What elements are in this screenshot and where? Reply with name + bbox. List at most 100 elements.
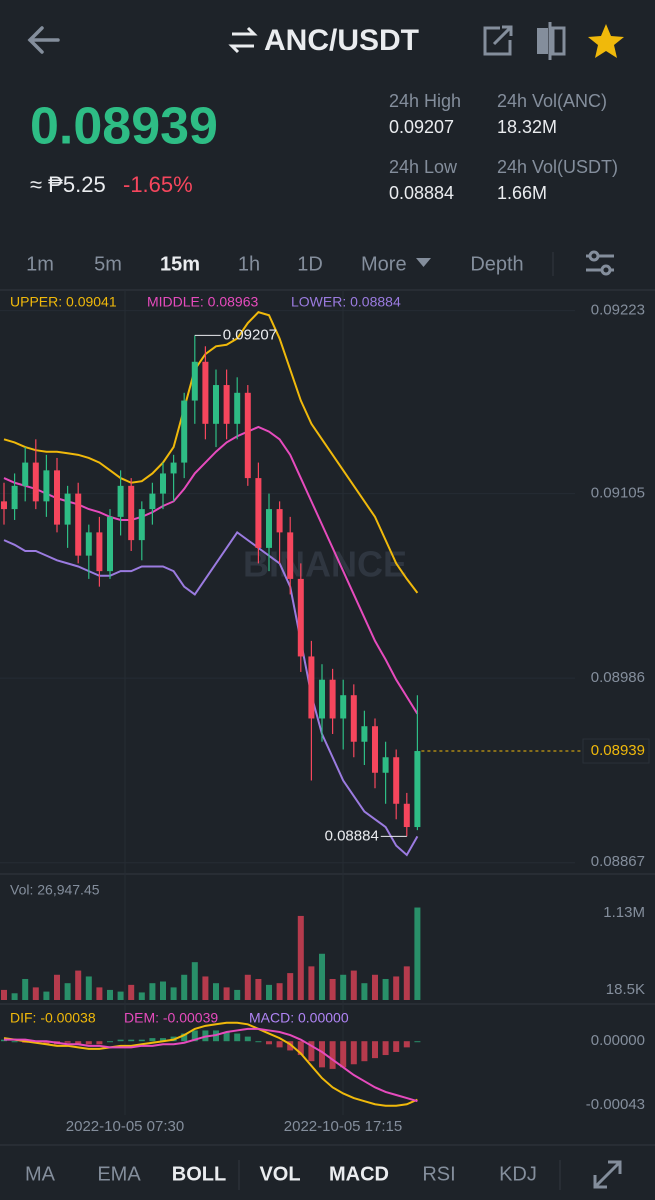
settings-icon	[588, 250, 600, 262]
chart-settings[interactable]	[586, 250, 614, 276]
interval-tab[interactable]: 1h	[238, 253, 260, 275]
candle-body	[11, 485, 18, 510]
macd-bar	[308, 1041, 315, 1062]
candle-body	[170, 462, 177, 474]
macd-bar	[340, 1041, 347, 1068]
volume-bar	[160, 981, 166, 1000]
candle-body	[107, 516, 113, 572]
candle-body	[181, 400, 188, 463]
macd-bar	[329, 1041, 336, 1069]
high-label: 0.09207	[223, 326, 277, 343]
candle-body	[350, 695, 357, 742]
low-label: 0.08884	[325, 827, 379, 844]
macd-bar	[393, 1041, 400, 1052]
candle-body	[202, 361, 209, 424]
candle-body	[234, 392, 241, 424]
macd-bar	[361, 1041, 368, 1062]
interval-tab[interactable]: 5m	[94, 253, 122, 275]
time-label: 2022-10-05 07:30	[66, 1118, 184, 1135]
volume-bar	[414, 907, 421, 1000]
macd-bar	[287, 1041, 294, 1051]
macd-bar	[414, 1041, 421, 1043]
macd-bar	[255, 1041, 262, 1043]
macd-bar	[75, 1041, 82, 1045]
interval-tab[interactable]: 1D	[297, 253, 323, 275]
depth-tab[interactable]: Depth	[470, 253, 523, 275]
indicator-tab-active[interactable]: MACD	[329, 1163, 389, 1185]
volume-bar	[393, 976, 400, 1000]
candle-body	[329, 679, 336, 719]
time-label: 2022-10-05 17:15	[284, 1118, 402, 1135]
candle-body	[276, 509, 283, 533]
volume-bar	[340, 974, 347, 1000]
candle-body	[403, 803, 410, 828]
volume-bar	[361, 983, 368, 1000]
volume-bar	[191, 962, 198, 1000]
watermark: BINANCE	[243, 544, 407, 585]
candle-body	[85, 532, 92, 556]
volume-bar	[276, 983, 283, 1000]
macd-bar	[64, 1041, 71, 1043]
macd-bar	[372, 1041, 378, 1059]
macd-bar	[160, 1038, 166, 1042]
indicator-tab[interactable]: KDJ	[499, 1163, 537, 1185]
volume-bar	[96, 987, 103, 1000]
volume-bar	[22, 978, 29, 1000]
candle-body	[22, 462, 29, 486]
candle-body	[43, 470, 50, 502]
candle-body	[255, 478, 262, 548]
share-button[interactable]	[483, 25, 513, 56]
candle-body	[191, 361, 198, 401]
volume-bar	[319, 953, 325, 1000]
indicator-tab-active[interactable]: VOL	[259, 1163, 300, 1185]
layout-icon	[537, 28, 548, 54]
volume-bar	[1, 989, 7, 1000]
pair-title[interactable]: ANC/USDT	[264, 24, 419, 57]
settings-icon	[600, 264, 612, 276]
indicator-tab-active[interactable]: BOLL	[172, 1163, 226, 1185]
candle-body	[213, 385, 219, 424]
candle-body	[308, 656, 315, 719]
indicator-tab[interactable]: MA	[25, 1163, 56, 1185]
macd-bar	[297, 1041, 304, 1056]
y-tick-label: 0.08986	[591, 669, 645, 686]
candle-body	[372, 726, 378, 773]
layout-button[interactable]	[537, 22, 566, 60]
indicator-tab[interactable]: RSI	[422, 1163, 455, 1185]
legend-readout: UPPER: 0.09041	[10, 294, 117, 310]
y-tick-label: 18.5K	[606, 981, 645, 998]
last-price-box	[582, 738, 650, 764]
indicator-tab[interactable]: EMA	[97, 1163, 141, 1185]
macd-bar	[234, 1033, 241, 1042]
candle-body	[393, 757, 400, 804]
more-tab[interactable]: More	[361, 253, 407, 275]
interval-tab-active[interactable]: 15m	[160, 253, 200, 275]
macd-bar	[319, 1041, 325, 1068]
macd-bar	[96, 1041, 103, 1045]
volume-bar	[382, 978, 389, 1000]
macd-bar	[107, 1041, 113, 1043]
macd-bar	[181, 1033, 188, 1042]
volume-bar	[85, 976, 92, 1000]
candle-body	[149, 493, 156, 510]
macd-bar	[85, 1041, 92, 1045]
favorite-star[interactable]	[588, 24, 624, 58]
volume-bar	[213, 983, 219, 1000]
share-icon	[483, 25, 513, 56]
candle-body	[1, 501, 7, 510]
last-price: 0.08939	[30, 98, 218, 156]
price-change: -1.65%	[123, 172, 193, 197]
volume-bar	[138, 992, 145, 1000]
y-tick-label: 0.09105	[591, 485, 645, 502]
y-tick-label: 0.00000	[591, 1032, 645, 1049]
macd-bar	[11, 1041, 18, 1043]
back-button[interactable]	[27, 26, 60, 54]
stat-label: 24h Low	[389, 157, 458, 177]
volume-bar	[266, 984, 272, 1000]
fullscreen-button[interactable]	[593, 1160, 622, 1189]
swap-icon[interactable]	[228, 26, 258, 54]
y-tick-label: 1.13M	[603, 904, 645, 921]
interval-tab[interactable]: 1m	[26, 253, 54, 275]
legend-readout: MIDDLE: 0.08963	[147, 294, 258, 310]
